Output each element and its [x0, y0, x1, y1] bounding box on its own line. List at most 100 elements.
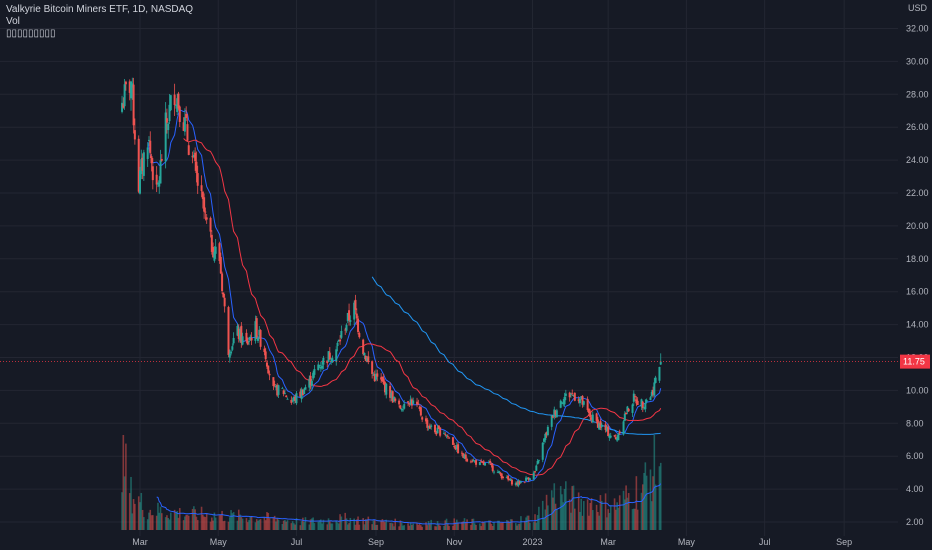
candle-body [124, 81, 127, 85]
candle-body [319, 366, 322, 369]
volume-bar [389, 522, 391, 530]
candle-body [599, 421, 602, 428]
candle-body [219, 257, 222, 274]
candle-body [534, 471, 537, 473]
candle-body [237, 328, 240, 339]
candle-body [335, 349, 338, 362]
candle-body [444, 434, 447, 436]
volume-bar [205, 513, 208, 530]
x-tick-label: Sep [836, 537, 852, 547]
candle-body [376, 373, 379, 377]
candle-body [605, 427, 608, 432]
volume-bar [309, 519, 312, 530]
candle-body [214, 246, 217, 254]
y-tick-label: 26.00 [906, 122, 929, 132]
volume-bar [331, 523, 334, 530]
volume-bar [463, 518, 466, 530]
volume-bar [291, 521, 294, 530]
volume-bar [643, 472, 645, 530]
volume-bar [475, 524, 477, 530]
candle-body [473, 460, 476, 462]
volume-bar [417, 524, 420, 530]
price-axis[interactable]: USD 32.00 30.00 28.00 26.00 24.00 22.00 20.00 18… [900, 3, 930, 527]
volume-bar [654, 484, 657, 530]
symbol-title[interactable]: Valkyrie Bitcoin Miners ETF, 1D, NASDAQ [6, 4, 194, 15]
volume-bar [526, 515, 529, 530]
volume-bar [439, 525, 441, 530]
candle-body [300, 389, 303, 400]
volume-bar [366, 519, 368, 530]
volume-bar [286, 520, 289, 530]
volume-bar [222, 521, 225, 530]
volume-bar [311, 518, 313, 530]
candle-body [484, 462, 487, 466]
volume-bar [416, 523, 418, 530]
candle-body [321, 365, 324, 369]
candle-body [581, 395, 584, 405]
candle-body [463, 454, 466, 459]
candle-body [165, 118, 168, 123]
volume-bar [122, 435, 125, 530]
candle-body [591, 414, 594, 422]
volume-bar [349, 517, 352, 530]
candle-body [455, 445, 458, 450]
volume-label[interactable]: Vol [6, 16, 20, 27]
volume-bar [577, 492, 580, 530]
volume-bar [659, 462, 662, 530]
volume-bar [472, 518, 475, 530]
volume-bar [157, 502, 159, 530]
volume-bar [177, 517, 180, 530]
volume-bar [523, 520, 526, 530]
volume-bar [355, 519, 358, 530]
candle-body [519, 481, 522, 483]
volume-bar [608, 512, 611, 530]
volume-bar [176, 511, 178, 530]
volume-bar [313, 523, 316, 530]
candle-body [382, 378, 385, 384]
volume-bar [161, 513, 163, 530]
candle-body [210, 234, 213, 252]
volume-bar [636, 509, 639, 530]
candle-body [596, 419, 599, 428]
time-axis[interactable]: Mar May Jul Sep Nov 2023 Mar May Jul Sep [132, 537, 852, 547]
x-tick-label: Jul [759, 537, 771, 547]
candle-body [230, 351, 233, 354]
candle-body [301, 390, 304, 396]
volume-bar [223, 520, 226, 530]
volume-bar [511, 519, 513, 530]
volume-bar [194, 509, 196, 530]
candle-body [272, 377, 275, 387]
candle-body [200, 185, 203, 191]
candle-body [201, 191, 204, 200]
volume-bar [484, 522, 486, 530]
volume-bar [599, 495, 602, 530]
volume-bar [448, 526, 450, 530]
candle-body [182, 122, 185, 131]
candle-body [150, 156, 153, 164]
volume-bar [633, 508, 635, 530]
volume-bar [429, 524, 431, 530]
volume-bar [185, 515, 187, 530]
volume-bar [167, 517, 170, 530]
volume-bar [175, 512, 177, 530]
candle-body [255, 318, 258, 338]
candle-body [363, 352, 366, 356]
volume-bar [273, 515, 276, 530]
x-tick-label: Jul [291, 537, 303, 547]
volume-bar [321, 523, 323, 530]
volume-bar [626, 497, 629, 530]
candle-body [187, 145, 190, 155]
candle-body [147, 139, 150, 141]
candle-body [399, 405, 402, 409]
volume-bar [509, 519, 512, 530]
candle-body [419, 407, 422, 416]
volume-bar [658, 466, 661, 530]
candle-body [185, 113, 188, 118]
volume-bar [447, 523, 449, 530]
candle-body [568, 392, 571, 398]
volume-bar [304, 517, 307, 530]
candle-body [553, 409, 556, 418]
volume-bar [363, 524, 366, 530]
volume-ma-line [156, 483, 662, 525]
